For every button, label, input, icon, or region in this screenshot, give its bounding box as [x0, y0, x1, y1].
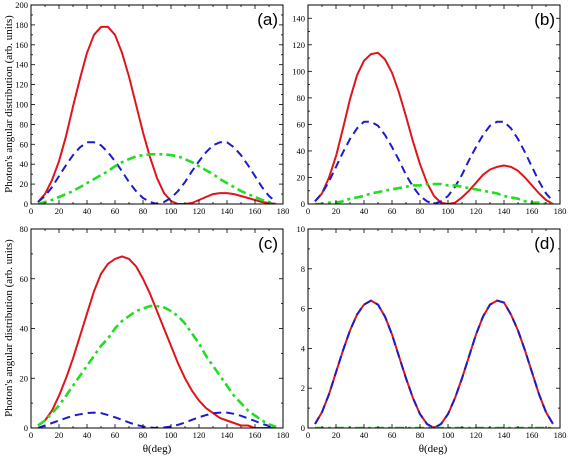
y-tick-label: 40 [20, 159, 29, 169]
y-tick-label: 100 [292, 66, 305, 76]
x-tick-label: 140 [498, 206, 511, 216]
y-tick-label: 60 [297, 119, 306, 129]
y-tick-label: 120 [292, 40, 305, 50]
series-line-red-solid [37, 255, 276, 428]
y-tick-label: 80 [20, 224, 29, 234]
x-tick-label: 0 [306, 430, 310, 440]
x-tick-label: 120 [470, 206, 483, 216]
x-tick-label: 140 [221, 206, 234, 216]
plot-frame [30, 228, 284, 429]
y-tick-label: 60 [20, 139, 29, 149]
series-line-blue-dashed [37, 411, 277, 428]
x-tick-label: 40 [360, 206, 369, 216]
x-axis-label-left: θ(deg) [143, 443, 172, 455]
x-tick-label: 20 [332, 430, 341, 440]
y-tick-label: 0 [301, 199, 305, 209]
x-tick-label: 120 [193, 430, 206, 440]
x-tick-label: 180 [554, 206, 567, 216]
series-line-red-solid [37, 25, 277, 204]
x-axis-label-right: θ(deg) [419, 443, 448, 455]
x-tick-label: 160 [249, 430, 262, 440]
y-tick-label: 140 [292, 13, 305, 23]
plot-frame [307, 228, 561, 429]
x-tick-label: 160 [526, 430, 539, 440]
x-tick-label: 100 [442, 206, 455, 216]
x-tick-label: 60 [388, 206, 397, 216]
panel-0: 0 20 40 60 80 100 120 140 160 180 0 20 40 60 80 100 120 1… [15, 0, 289, 216]
x-tick-label: 120 [470, 430, 483, 440]
y-tick-label: 40 [20, 324, 29, 334]
x-tick-label: 80 [416, 206, 425, 216]
y-tick-label: 200 [15, 0, 28, 10]
y-tick-label: 140 [15, 60, 28, 70]
panel-1: 0 20 40 60 80 100 120 140 160 180 0 20 40 60 80 100 120 1… [292, 4, 567, 216]
y-tick-label: 20 [20, 373, 29, 383]
series-line-green-dashdot [37, 304, 277, 428]
y-tick-label: 160 [15, 40, 28, 50]
y-tick-label: 20 [20, 179, 29, 189]
x-tick-label: 160 [249, 206, 262, 216]
x-tick-label: 0 [29, 430, 33, 440]
x-tick-label: 80 [139, 430, 148, 440]
y-tick-label: 6 [301, 304, 305, 314]
panel-label: (a) [257, 10, 278, 29]
x-tick-label: 60 [388, 430, 397, 440]
x-tick-label: 180 [554, 430, 567, 440]
y-tick-label: 80 [297, 93, 306, 103]
panel-label: (d) [534, 234, 555, 253]
series-line-blue-dashed [37, 141, 277, 204]
x-tick-label: 180 [277, 430, 290, 440]
y-tick-label: 2 [301, 383, 305, 393]
y-tick-label: 0 [24, 199, 28, 209]
y-tick-label: 60 [20, 274, 29, 284]
x-tick-label: 80 [139, 206, 148, 216]
y-axis-label-bottom: Photon's angular distribution (arb. unit… [3, 239, 15, 417]
y-tick-label: 20 [297, 172, 306, 182]
series-line-green-dashdot [37, 153, 277, 204]
y-axis-label-top: Photon's angular distribution (arb. unit… [3, 15, 15, 193]
y-tick-label: 80 [20, 119, 29, 129]
y-tick-label: 0 [301, 423, 305, 433]
y-tick-label: 120 [15, 80, 28, 90]
x-tick-label: 140 [498, 430, 511, 440]
panel-3: 0 20 40 60 80 100 120 140 160 180 0 2 4 6 8 10 (d) [297, 224, 567, 440]
x-tick-label: 20 [55, 430, 64, 440]
plot-frame [30, 4, 284, 205]
x-tick-label: 20 [55, 206, 64, 216]
series-line-blue-dashed [314, 299, 554, 428]
x-tick-label: 100 [165, 206, 178, 216]
y-tick-label: 8 [301, 264, 305, 274]
x-tick-label: 40 [83, 206, 92, 216]
y-tick-label: 100 [15, 100, 28, 110]
y-tick-label: 40 [297, 146, 306, 156]
x-tick-label: 60 [111, 430, 120, 440]
series-line-green-dashdot [315, 182, 553, 204]
x-tick-label: 120 [193, 206, 206, 216]
x-tick-label: 40 [360, 430, 369, 440]
x-tick-label: 180 [277, 206, 290, 216]
x-tick-label: 0 [306, 206, 310, 216]
panel-label: (b) [534, 10, 555, 29]
y-tick-label: 0 [24, 423, 28, 433]
y-tick-label: 10 [297, 224, 306, 234]
x-tick-label: 140 [221, 430, 234, 440]
panel-label: (c) [258, 234, 278, 253]
x-tick-label: 60 [111, 206, 120, 216]
x-tick-label: 100 [442, 430, 455, 440]
x-tick-label: 80 [416, 430, 425, 440]
x-tick-label: 0 [29, 206, 33, 216]
x-tick-label: 40 [83, 430, 92, 440]
series-line-blue-dashed [314, 120, 554, 204]
series-line-red-solid [314, 51, 554, 204]
series-line-red-solid [314, 299, 554, 428]
x-tick-label: 100 [165, 430, 178, 440]
x-tick-label: 20 [332, 206, 341, 216]
x-tick-label: 160 [526, 206, 539, 216]
y-tick-label: 4 [301, 343, 306, 353]
y-tick-label: 180 [15, 20, 28, 30]
panel-2: 0 20 40 60 80 100 120 140 160 180 0 20 40 60 80 (c) [20, 224, 290, 440]
